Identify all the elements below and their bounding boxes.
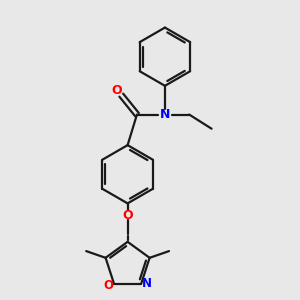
Text: O: O	[112, 84, 122, 97]
Text: O: O	[104, 279, 114, 292]
Text: N: N	[141, 277, 152, 290]
Text: O: O	[122, 209, 133, 222]
Text: N: N	[160, 108, 170, 121]
